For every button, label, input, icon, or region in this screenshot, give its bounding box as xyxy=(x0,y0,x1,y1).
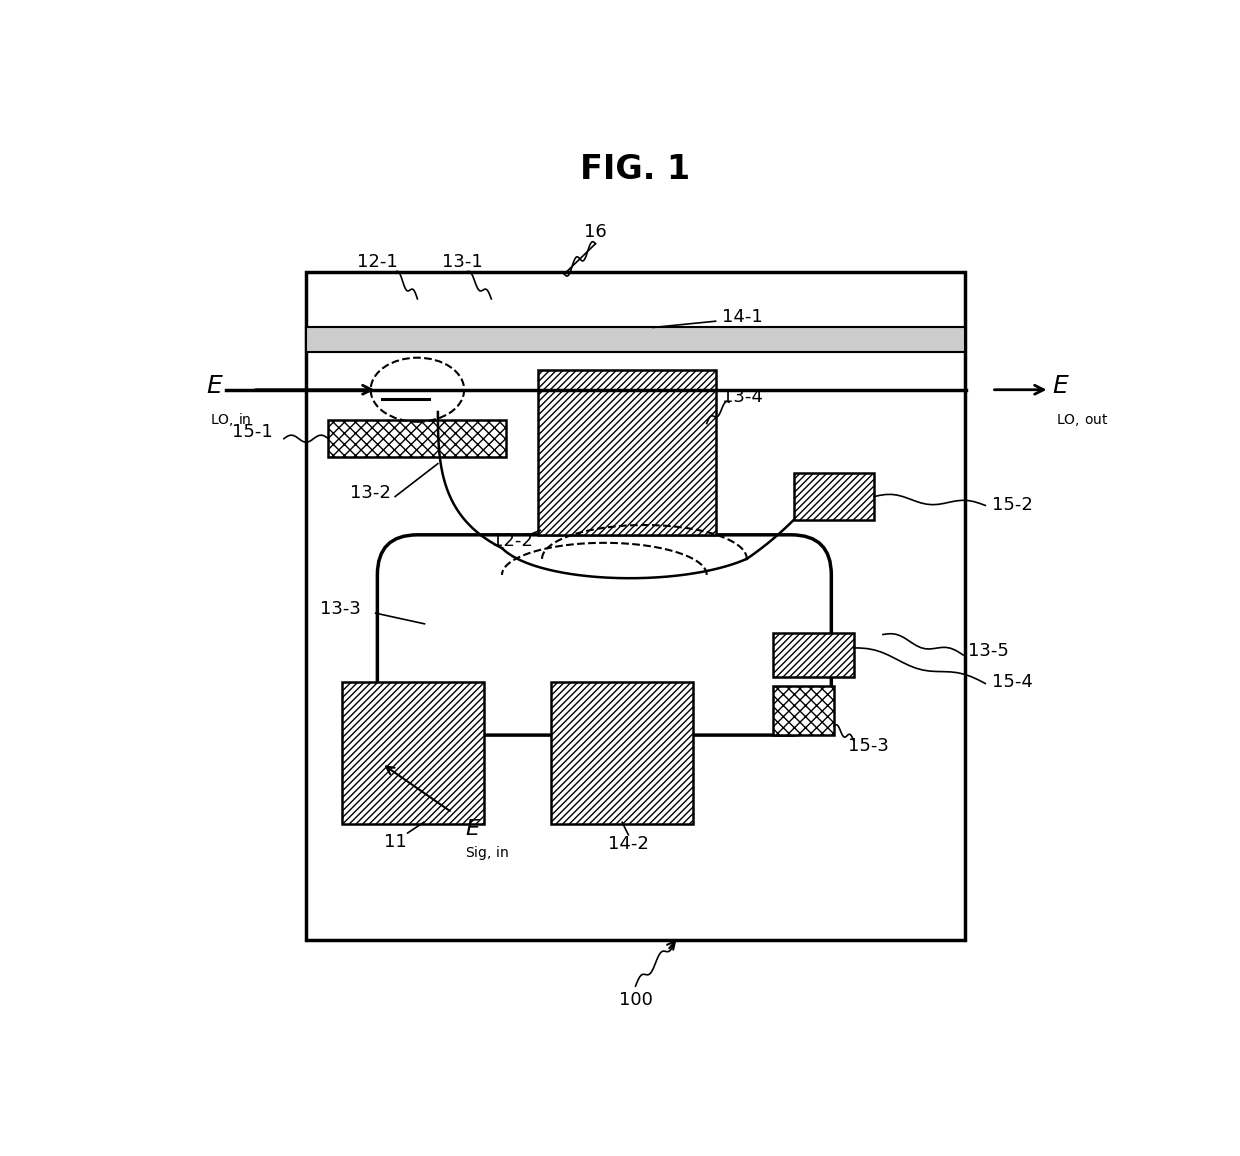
Bar xyxy=(329,420,506,458)
Bar xyxy=(342,682,484,824)
Text: 13-2: 13-2 xyxy=(350,484,391,502)
Text: 15-1: 15-1 xyxy=(232,423,273,442)
Text: 13-1: 13-1 xyxy=(441,252,482,271)
Bar xyxy=(794,474,874,520)
Text: $\mathrm{LO,\,out}$: $\mathrm{LO,\,out}$ xyxy=(1055,412,1109,428)
Text: 13-3: 13-3 xyxy=(320,600,361,617)
Text: $\mathrm{LO,\,in}$: $\mathrm{LO,\,in}$ xyxy=(210,412,252,429)
Bar xyxy=(306,273,965,940)
Text: 12-2: 12-2 xyxy=(492,532,533,550)
Text: 14-2: 14-2 xyxy=(608,835,649,853)
Text: 15-2: 15-2 xyxy=(992,496,1033,514)
Text: $\mathit{E}$: $\mathit{E}$ xyxy=(1052,375,1070,398)
Bar xyxy=(551,682,693,824)
Text: $\mathrm{Sig,\,in}$: $\mathrm{Sig,\,in}$ xyxy=(465,844,508,861)
Bar xyxy=(306,327,965,353)
Text: FIG. 1: FIG. 1 xyxy=(580,154,691,186)
Bar xyxy=(538,370,715,535)
Text: 13-5: 13-5 xyxy=(967,642,1008,660)
Text: $\mathit{E}$: $\mathit{E}$ xyxy=(207,375,224,398)
Text: 13-4: 13-4 xyxy=(722,388,763,406)
Text: 12-1: 12-1 xyxy=(357,252,398,271)
Text: 14-1: 14-1 xyxy=(722,307,763,326)
Bar xyxy=(774,687,835,735)
Text: 11: 11 xyxy=(384,833,407,851)
Text: 15-3: 15-3 xyxy=(848,736,889,755)
Text: 15-4: 15-4 xyxy=(992,673,1033,690)
Text: $\mathit{E}$: $\mathit{E}$ xyxy=(465,818,481,839)
Text: 16: 16 xyxy=(584,223,606,242)
Text: 100: 100 xyxy=(619,992,652,1009)
Bar xyxy=(774,632,853,677)
FancyBboxPatch shape xyxy=(377,535,831,735)
